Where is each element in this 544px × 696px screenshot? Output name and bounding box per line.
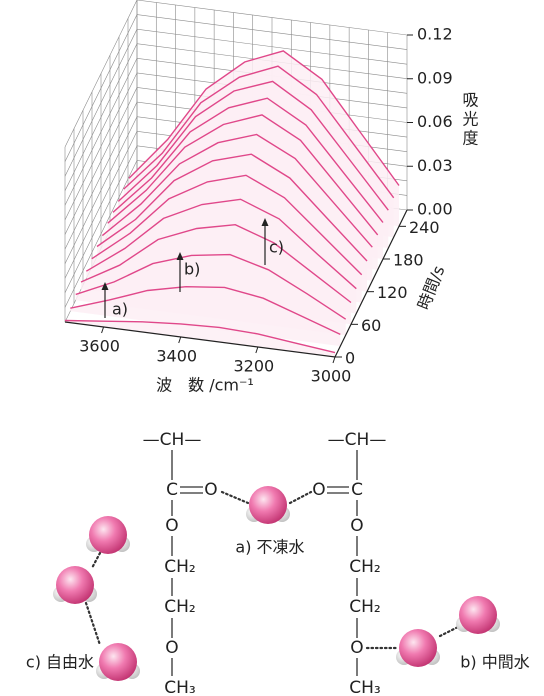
chain-atom: O — [165, 516, 178, 536]
x-tick — [102, 327, 104, 333]
x-axis-title: 波 数 /cm⁻¹ — [156, 376, 254, 395]
z-tick-label: 0.09 — [417, 68, 453, 87]
carbonyl-oxygen: O — [312, 480, 325, 500]
figure: 0.00 0.03 0.06 0.09 0.12 3600 3400 3200 30000 60 1… — [0, 0, 544, 696]
chain-atom: CH₂ — [164, 557, 195, 577]
page: {"chart_data": {"type": "waterfall3d", "… — [0, 0, 544, 696]
annotation: c) — [269, 238, 284, 257]
chemical-diagram: —CH— C O CH₂ CH₂ O CH₃ O —CH— C O CH₂ CH… — [26, 430, 530, 696]
water-label: c) 自由水 — [26, 653, 94, 672]
time-tick-label: 120 — [377, 283, 408, 302]
chain-atom: C — [166, 480, 178, 500]
chain-atom: —CH— — [328, 430, 387, 450]
chain-atom: —CH— — [143, 430, 202, 450]
water-label: a) 不凍水 — [235, 538, 304, 557]
water-molecule — [246, 486, 290, 524]
x-tick — [333, 357, 335, 363]
water-molecule — [96, 643, 140, 681]
water-molecule — [456, 596, 500, 634]
time-tick-label: 60 — [361, 316, 381, 335]
z-tick-label: 0.00 — [417, 200, 453, 219]
chain-atom: CH₃ — [164, 678, 195, 696]
chain-atom: O — [350, 638, 363, 658]
z-tick-label: 0.03 — [417, 156, 453, 175]
x-tick-label: 3400 — [156, 347, 197, 366]
chain-atom: CH₃ — [349, 678, 380, 696]
time-tick-label: 240 — [409, 218, 440, 237]
annotation: b) — [184, 260, 200, 279]
x-tick-label: 3600 — [79, 337, 120, 356]
z-tick-label: 0.12 — [417, 25, 453, 44]
z-axis-title: 吸光度 — [460, 92, 479, 149]
water-molecule — [396, 629, 440, 667]
x-tick — [256, 347, 258, 353]
time-tick-label: 0 — [345, 349, 355, 368]
x-tick-label: 3200 — [233, 357, 274, 376]
carbonyl-oxygen: O — [204, 480, 217, 500]
y-axis-title: 時間/s — [414, 263, 449, 313]
chain-atom: O — [350, 516, 363, 536]
chain-atom: C — [351, 480, 363, 500]
time-tick-label: 180 — [393, 251, 424, 270]
water-molecule — [86, 516, 130, 554]
chain-atom: CH₂ — [349, 597, 380, 617]
chain-atom: CH₂ — [349, 557, 380, 577]
chain-atom: O — [165, 638, 178, 658]
annotation: a) — [112, 300, 128, 319]
chain-atom: CH₂ — [164, 597, 195, 617]
x-tick-label: 3000 — [311, 367, 352, 386]
z-tick-label: 0.06 — [417, 112, 453, 131]
water-label: b) 中間水 — [460, 653, 530, 672]
water-molecule — [53, 566, 97, 604]
x-tick — [179, 337, 181, 343]
